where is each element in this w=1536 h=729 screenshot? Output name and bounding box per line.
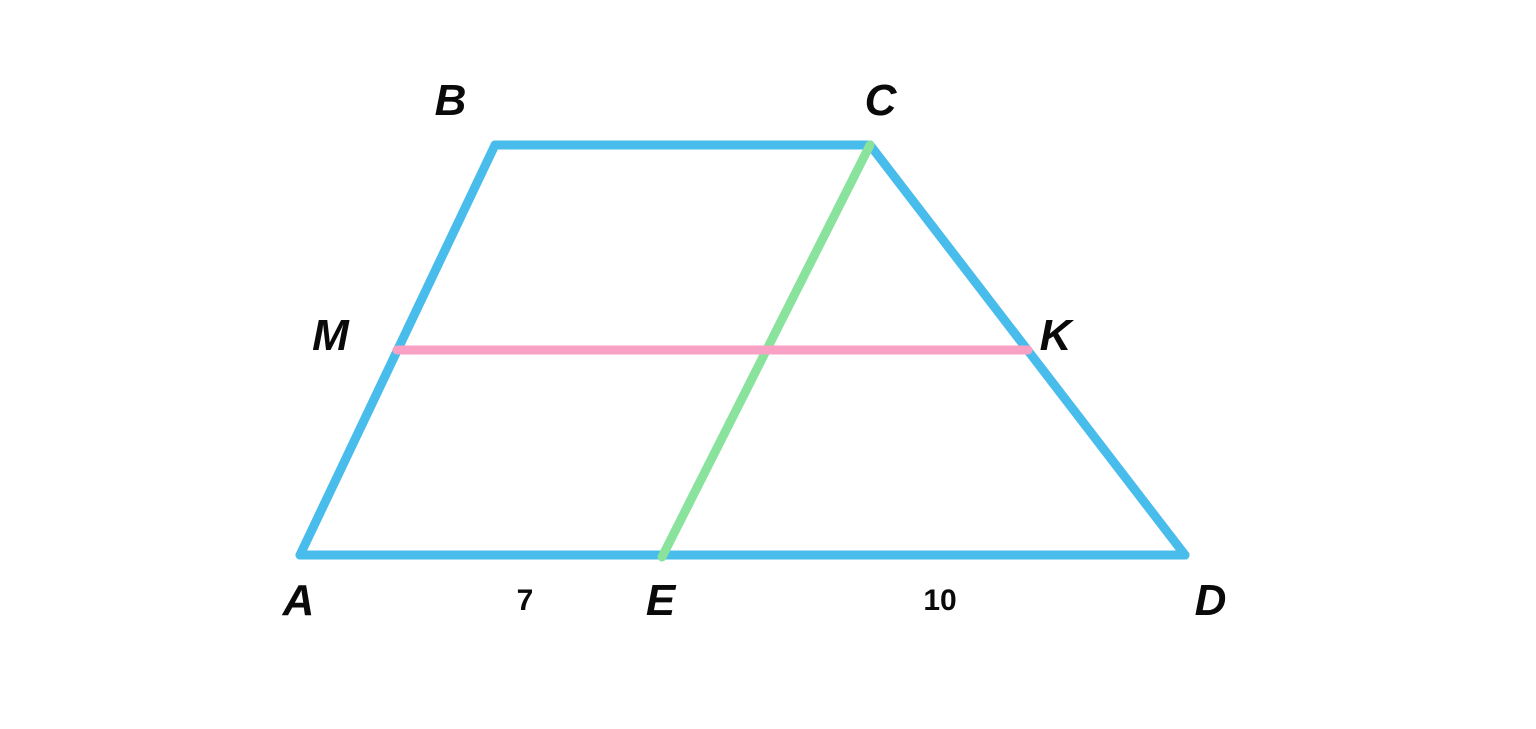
label-B: B bbox=[435, 76, 466, 125]
length-label-AE: 7 bbox=[517, 584, 534, 617]
label-C: C bbox=[865, 76, 898, 125]
label-K: K bbox=[1040, 311, 1075, 360]
label-E: E bbox=[646, 576, 677, 625]
label-A: A bbox=[282, 576, 314, 625]
trapezoid-diagram: A B C D E M K 7 10 bbox=[0, 0, 1536, 729]
label-D: D bbox=[1195, 576, 1226, 625]
label-M: M bbox=[312, 311, 350, 360]
length-label-ED: 10 bbox=[923, 584, 956, 617]
